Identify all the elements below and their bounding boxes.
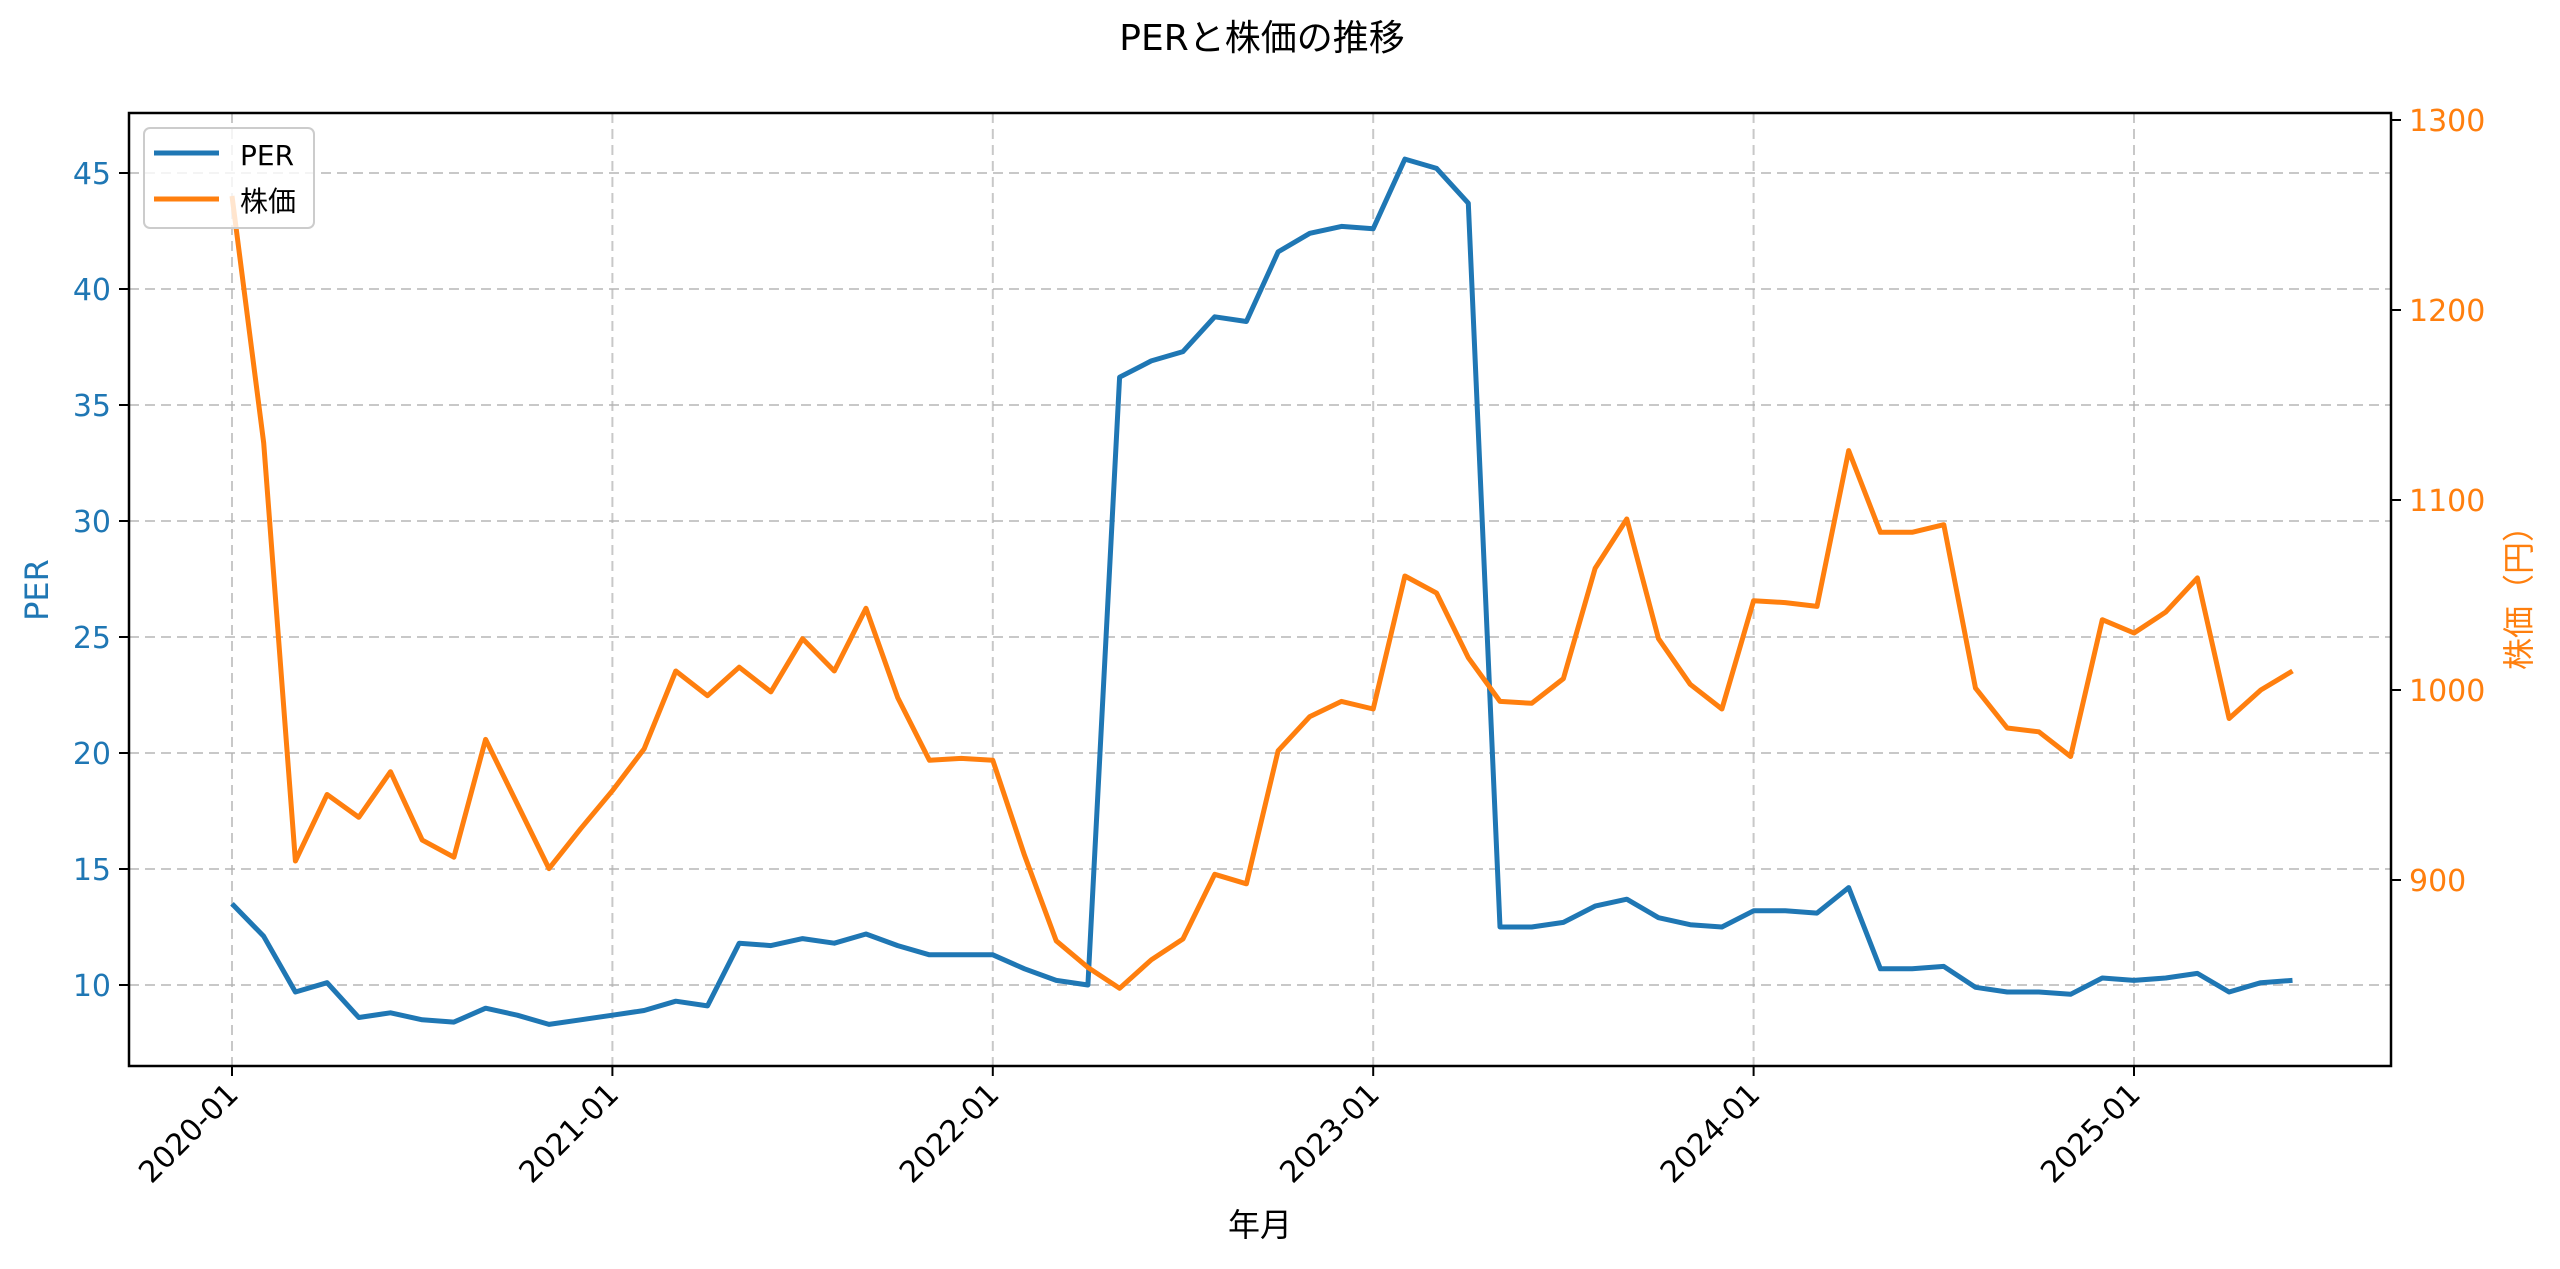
left-axis-tick-label: 35 (73, 389, 111, 424)
grid-lines (129, 113, 2391, 1066)
legend-per-label: PER (240, 139, 294, 172)
plot-frame (127, 111, 2393, 1068)
left-axis-tick-label: 20 (73, 737, 111, 772)
x-axis-tick-label: 2024-01 (1654, 1077, 1767, 1190)
x-axis-tick-label: 2023-01 (1273, 1077, 1386, 1190)
right-axis-tick-label: 1200 (2409, 294, 2485, 329)
per-line (230, 156, 2293, 1027)
x-axis-ticks: 2020-01 2021-01 2022-01 2023-01 2024-01 2025-… (132, 1066, 2148, 1190)
left-axis-tick-label: 40 (73, 273, 111, 308)
right-axis-tick-label: 1100 (2409, 484, 2485, 519)
price-line (229, 195, 2294, 991)
x-axis-tick-label: 2020-01 (132, 1077, 245, 1190)
right-axis-tick-label: 900 (2409, 864, 2466, 899)
x-axis-tick-label: 2022-01 (893, 1077, 1006, 1190)
y2-axis-label: 株価（円） (2500, 510, 2538, 670)
x-axis-label: 年月 (1228, 1206, 1292, 1244)
left-axis-tick-label: 45 (73, 157, 111, 192)
right-axis-tick-label: 1300 (2409, 104, 2485, 139)
legend: PER 株価 (143, 127, 315, 229)
y-axis-label: PER (18, 559, 56, 621)
right-axis-ticks: 900 1000 1100 1200 1300 (2391, 104, 2485, 899)
right-axis-tick-label: 1000 (2409, 674, 2485, 709)
left-axis-tick-label: 30 (73, 505, 111, 540)
data-lines (229, 156, 2294, 1027)
legend-price-label: 株価 (240, 185, 296, 218)
left-axis-tick-label: 10 (73, 969, 111, 1004)
left-axis-tick-label: 15 (73, 853, 111, 888)
chart-title: PERと株価の推移 (1119, 18, 1404, 59)
x-axis-tick-label: 2025-01 (2034, 1077, 2147, 1190)
left-axis-ticks: 10 15 20 25 30 35 40 45 (73, 157, 129, 1004)
x-axis-tick-label: 2021-01 (513, 1077, 626, 1190)
left-axis-tick-label: 25 (73, 621, 111, 656)
